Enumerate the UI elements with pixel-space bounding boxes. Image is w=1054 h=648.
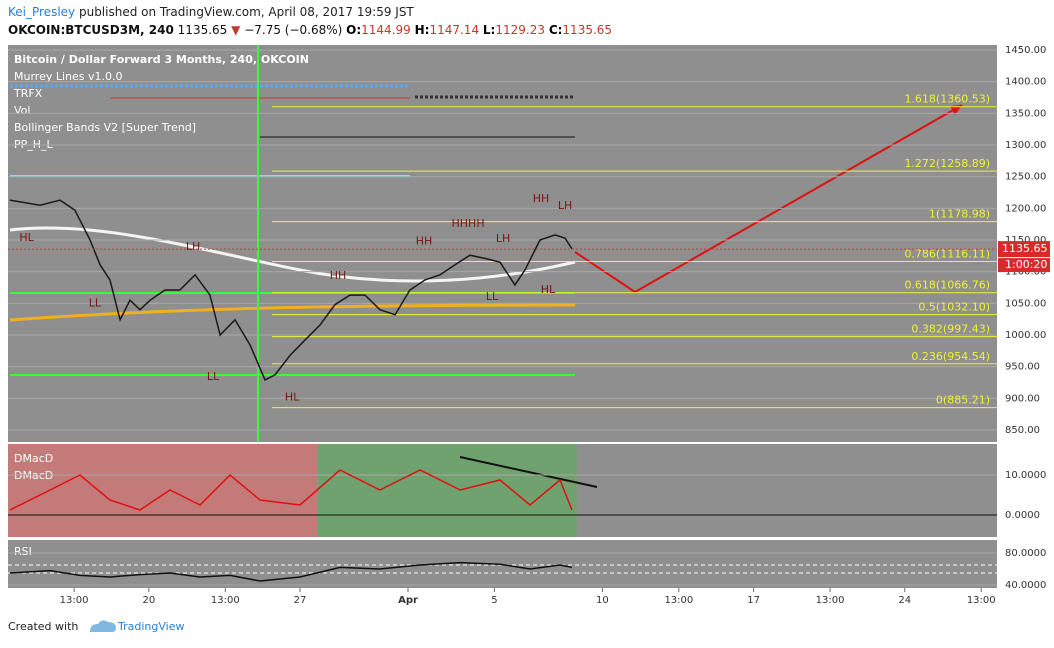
y-tick-label: 1250.00: [1005, 172, 1046, 183]
h-label: H:: [415, 23, 430, 37]
symbol: OKCOIN:BTCUSD3M, 240: [8, 23, 174, 37]
l-label: L:: [483, 23, 495, 37]
y-tick-label: 0.0000: [1005, 510, 1040, 521]
quote-line: OKCOIN:BTCUSD3M, 240 1135.65 ▼ −7.75 (−0…: [8, 23, 612, 37]
l: 1129.23: [495, 23, 545, 37]
indicator: TRFX: [13, 87, 43, 100]
x-tick-label: 13:00: [967, 595, 996, 606]
annotation: LL: [89, 296, 102, 309]
fib-label: 0.786(1116.11): [904, 247, 990, 260]
y-tick-label: 1350.00: [1005, 108, 1046, 119]
y-tick-label: 1150.00: [1005, 235, 1046, 246]
countdown: 1:00:20: [1005, 258, 1047, 271]
y-tick-label: 1000.00: [1005, 330, 1046, 341]
x-tick-label: 17: [747, 595, 760, 606]
indicator: Murrey Lines v1.0.0: [14, 70, 123, 83]
annotation: HL: [285, 391, 300, 404]
dmacd-shade-red: [8, 444, 318, 537]
main-title: Bitcoin / Dollar Forward 3 Months, 240, …: [14, 53, 309, 66]
price-line: [9, 469, 573, 511]
moving-average: [9, 303, 576, 322]
annotation: LH: [558, 199, 572, 212]
published: published on TradingView.com, April 08, …: [79, 5, 414, 19]
logo: [90, 620, 116, 632]
y-tick-label: 80.0000: [1005, 548, 1046, 559]
last-price-label: 1135.65: [1002, 242, 1048, 255]
fib-label: 0.382(997.43): [911, 323, 990, 336]
footer-created: Created with: [8, 620, 78, 633]
o: 1144.99: [361, 23, 411, 37]
down-arrow: ▼: [231, 23, 241, 37]
annotation: HL: [19, 231, 34, 244]
fib-label: 0.618(1066.76): [904, 279, 990, 292]
x-tick-label: Apr: [398, 595, 418, 606]
y-tick-label: 850.00: [1005, 425, 1040, 436]
arrow-head: [950, 105, 962, 115]
x-tick-label: 5: [491, 595, 497, 606]
x-tick-label: 20: [142, 595, 155, 606]
o-label: O:: [346, 23, 361, 37]
user[interactable]: Kei_Presley: [8, 5, 75, 19]
annotation: HH: [533, 192, 550, 205]
price-line: [9, 199, 573, 381]
change: −7.75 (−0.68%): [244, 23, 342, 37]
annotation: LH: [186, 240, 200, 253]
x-tick-label: 13:00: [60, 595, 89, 606]
annotation: HL: [541, 283, 556, 296]
annotation: LL: [207, 370, 220, 383]
fib-label: 0.5(1032.10): [918, 301, 990, 314]
y-tick-label: 1400.00: [1005, 77, 1046, 88]
y-tick-label: 1050.00: [1005, 298, 1046, 309]
annotation: LH: [496, 232, 510, 245]
y-tick-label: 10.0000: [1005, 470, 1046, 481]
annotation: LL: [486, 290, 499, 303]
indicator: Vol: [14, 104, 30, 117]
y-tick-label: 1200.00: [1005, 203, 1046, 214]
header-line: Kei_Presley published on TradingView.com…: [8, 5, 414, 19]
x-tick-label: 13:00: [211, 595, 240, 606]
annotation: HH: [416, 234, 433, 247]
indicator: Bollinger Bands V2 [Super Trend]: [14, 121, 196, 134]
c: 1135.65: [562, 23, 612, 37]
trendline: [459, 456, 598, 488]
y-tick-label: 900.00: [1005, 393, 1040, 404]
annotation: HH: [330, 269, 347, 282]
h: 1147.14: [429, 23, 479, 37]
moving-average: [9, 226, 576, 283]
fib-label: 0(885.21): [936, 394, 990, 407]
pane-title: RSI: [14, 545, 32, 558]
x-tick-label: 27: [294, 595, 307, 606]
countdown-box: [998, 258, 1050, 273]
x-tick-label: 13:00: [816, 595, 845, 606]
y-tick-label: 40.0000: [1005, 580, 1046, 591]
footer-brand[interactable]: TradingView: [117, 620, 184, 633]
price-line: [9, 561, 573, 582]
last-price-box: [998, 241, 1050, 258]
x-tick-label: 24: [898, 595, 911, 606]
last: 1135.65: [178, 23, 228, 37]
y-tick-label: 1450.00: [1005, 45, 1046, 56]
fib-label: 1.272(1258.89): [904, 157, 990, 170]
c-label: C:: [549, 23, 563, 37]
y-tick-label: 950.00: [1005, 362, 1040, 373]
dmacd-shade-green: [318, 444, 577, 537]
indicator: PP_H_L: [14, 138, 54, 151]
y-tick-label: 1300.00: [1005, 140, 1046, 151]
y-tick-label: 1100.00: [1005, 267, 1046, 278]
projection-arrow: [574, 104, 963, 294]
fib-label: 1.618(1360.53): [904, 93, 990, 106]
fib-label: 0.236(954.54): [911, 350, 990, 363]
x-tick-label: 13:00: [664, 595, 693, 606]
pane-title: DMacD: [14, 452, 53, 465]
x-tick-label: 10: [596, 595, 609, 606]
annotation: HHHH: [452, 217, 485, 230]
fib-label: 1(1178.98): [929, 208, 990, 221]
